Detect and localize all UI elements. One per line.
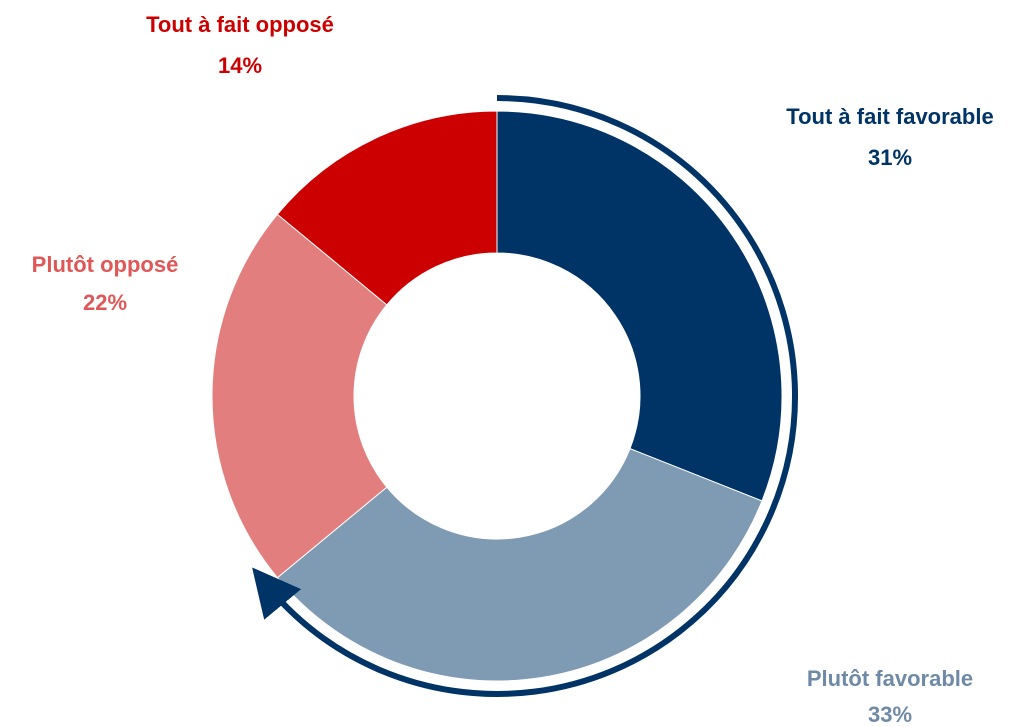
slice-name: Tout à fait favorable: [786, 104, 993, 129]
label-tout-a-fait-oppose: Tout à fait opposé 14%: [146, 12, 334, 78]
slice-value: 31%: [868, 145, 912, 170]
donut-slice-2: [211, 213, 388, 579]
label-tout-a-fait-favorable: Tout à fait favorable 31%: [786, 104, 993, 170]
slice-name: Tout à fait opposé: [146, 12, 334, 37]
slice-name: Plutôt opposé: [32, 252, 179, 277]
donut-slices: [211, 110, 783, 682]
favorable-bracket-arrow: [252, 95, 798, 697]
slice-value: 33%: [868, 702, 912, 727]
slice-value: 14%: [218, 53, 262, 78]
slice-value: 22%: [83, 290, 127, 315]
label-plutot-oppose: Plutôt opposé 22%: [32, 252, 179, 315]
donut-slice-1: [276, 447, 763, 682]
donut-slice-0: [496, 110, 783, 502]
label-plutot-favorable: Plutôt favorable 33%: [807, 666, 973, 727]
slice-name: Plutôt favorable: [807, 666, 973, 691]
donut-slice-3: [276, 110, 498, 306]
